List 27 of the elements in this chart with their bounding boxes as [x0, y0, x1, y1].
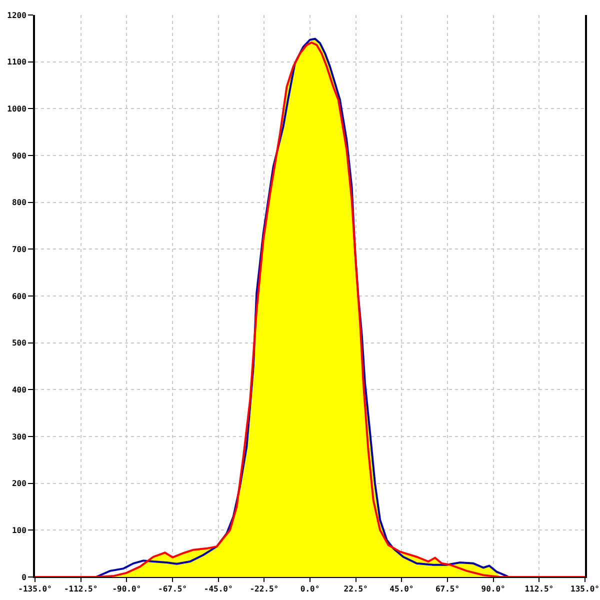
- x-tick-label: -112.5°: [64, 584, 98, 594]
- y-tick-label: 1200: [7, 10, 27, 20]
- y-tick-label: 800: [12, 198, 27, 208]
- y-tick-label: 1000: [7, 104, 27, 114]
- y-tick-label: 300: [12, 432, 27, 442]
- x-tick-label: 0.0°: [300, 584, 320, 594]
- x-tick-label: -90.0°: [112, 584, 142, 594]
- x-tick-label: 112.5°: [524, 584, 554, 594]
- y-tick-label: 0: [22, 572, 27, 582]
- x-tick-label: 67.5°: [435, 584, 460, 594]
- y-tick-label: 200: [12, 479, 27, 488]
- x-tick-label: 135.0°: [570, 584, 600, 594]
- y-tick-label: 400: [12, 385, 27, 394]
- x-tick-label: -67.5°: [158, 584, 187, 594]
- x-tick-label: -45.0°: [204, 584, 233, 594]
- y-tick-label: 700: [12, 244, 27, 254]
- y-tick-label: 600: [12, 292, 27, 301]
- y-tick-label: 1100: [7, 58, 27, 67]
- x-tick-label: 90.0°: [481, 584, 506, 594]
- y-tick-label: 100: [12, 526, 27, 535]
- x-tick-label: -22.5°: [250, 584, 279, 594]
- y-tick-label: 500: [12, 338, 27, 348]
- x-tick-label: 22.5°: [344, 584, 368, 594]
- y-tick-label: 900: [12, 151, 27, 160]
- line-series: [35, 42, 585, 577]
- x-tick-label: -135.0°: [18, 584, 52, 594]
- x-tick-label: 45.0°: [390, 584, 414, 594]
